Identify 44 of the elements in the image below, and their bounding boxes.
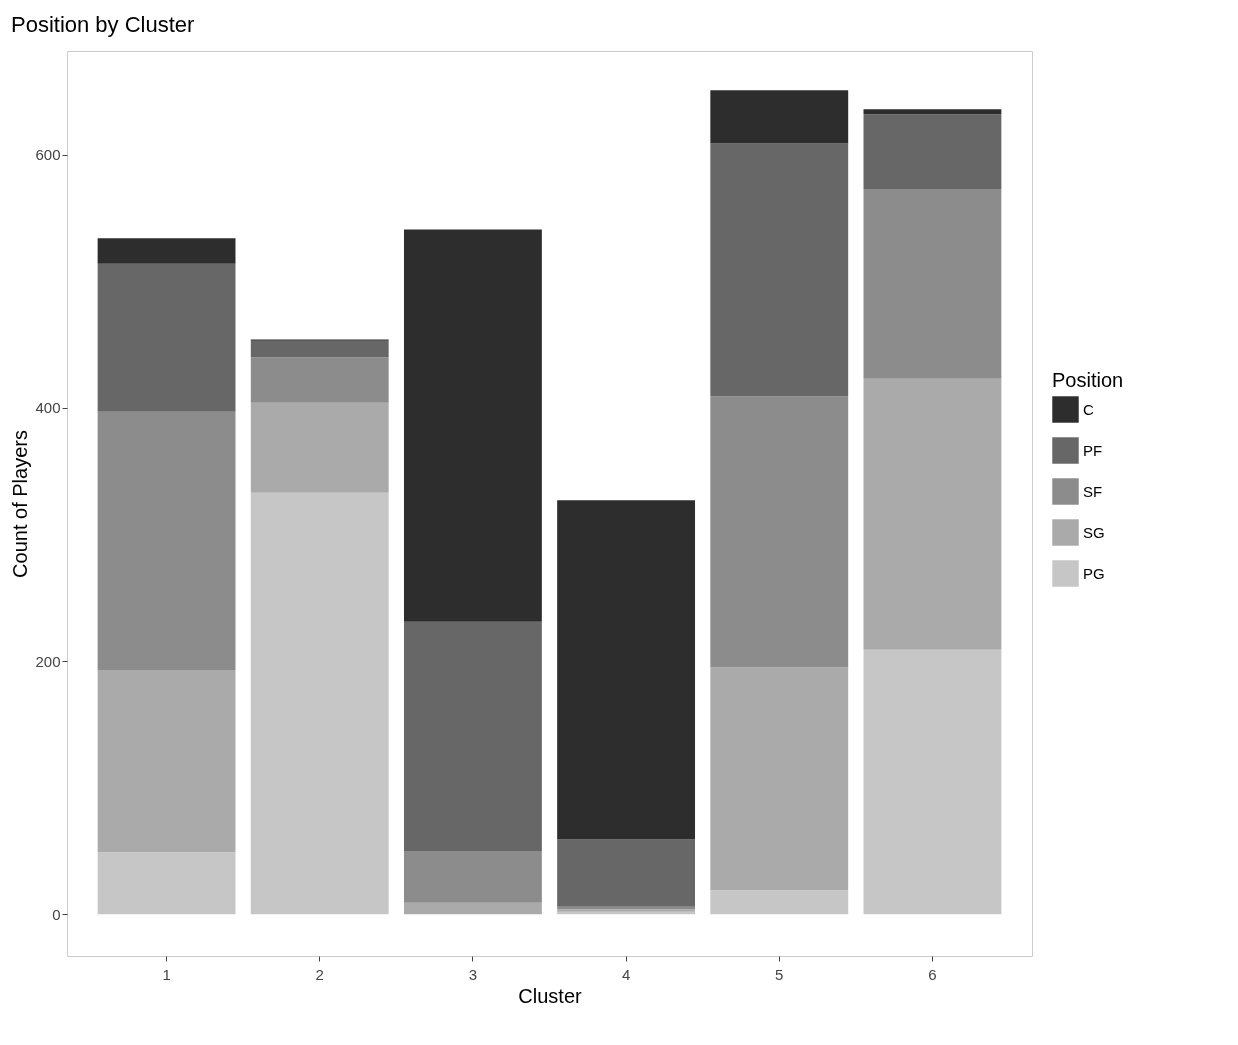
bar [403,902,542,915]
bar [710,890,849,915]
bar [863,649,1002,915]
bar [250,340,389,358]
x-tick-label: 4 [621,965,631,983]
bar [403,850,542,903]
bar [557,839,696,907]
y-axis-title: Count of Players [9,430,32,578]
y-tick-label: 0 [52,905,61,923]
bar [250,357,389,403]
bar [403,229,542,622]
legend-label: SG [1083,523,1105,541]
bar [97,411,236,670]
legend-label: C [1083,400,1094,418]
bar [710,143,849,397]
x-tick-label: 5 [775,965,784,983]
x-tick-label: 6 [928,965,937,983]
bar [250,492,389,915]
bar [863,188,1002,379]
legend-label: PF [1083,441,1103,459]
bar [97,669,236,853]
bar [97,852,236,915]
bar [710,396,849,668]
bar [863,109,1002,115]
x-tick-label: 2 [315,965,324,983]
bar [97,238,236,264]
legend-label: SF [1083,482,1103,500]
bar [403,621,542,851]
legend-label: PG [1083,564,1105,582]
chart-title: Position by Cluster [10,12,195,37]
bar [97,263,236,412]
bar [250,402,389,493]
x-tick-label: 1 [162,965,171,983]
bar [863,378,1002,650]
y-tick-label: 400 [35,399,61,417]
y-tick-label: 200 [35,652,61,670]
x-tick-label: 3 [468,965,478,983]
legend-title: Position [1052,369,1124,391]
bar [710,667,849,891]
x-axis-title: Cluster [518,984,583,1007]
y-tick-label: 600 [35,146,61,164]
bar [557,500,696,840]
bar [863,114,1002,189]
bar [710,90,849,144]
